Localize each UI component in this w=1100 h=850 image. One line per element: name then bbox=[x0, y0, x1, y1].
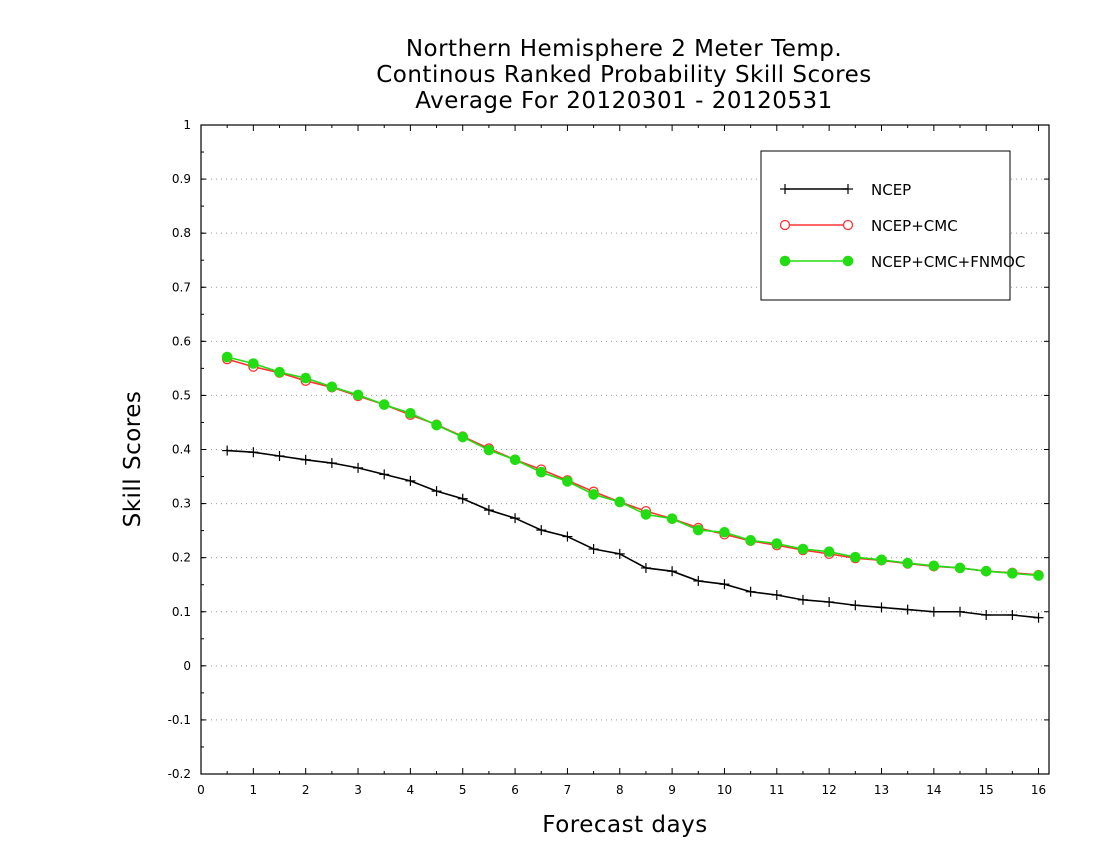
x-tick-label: 13 bbox=[874, 783, 889, 797]
x-axis: 0 1 2 3 4 5 6 7 8 9 10 11 12 13 14 15 16 bbox=[197, 125, 1046, 797]
x-tick-label: 5 bbox=[459, 783, 467, 797]
data-point-ncep-plus-cmc-plus-fnmoc bbox=[483, 444, 495, 456]
legend-item-ncep: NCEP bbox=[780, 181, 911, 199]
data-point-ncep-plus-cmc-plus-fnmoc bbox=[1033, 570, 1044, 581]
legend-marker bbox=[779, 255, 791, 267]
data-point-ncep-plus-cmc-plus-fnmoc bbox=[614, 496, 626, 508]
x-tick-label: 12 bbox=[822, 783, 837, 797]
series-group bbox=[221, 351, 1044, 623]
data-point-ncep-plus-cmc-plus-fnmoc bbox=[928, 560, 940, 572]
data-point-ncep-plus-cmc-plus-fnmoc bbox=[248, 358, 259, 369]
legend-marker bbox=[779, 219, 791, 231]
y-tick-label: 0.3 bbox=[172, 497, 191, 511]
data-point-ncep-plus-cmc-plus-fnmoc bbox=[771, 538, 783, 549]
y-axis-title: Skill Scores bbox=[120, 391, 146, 528]
legend-item-ncep-plus-cmc: NCEP+CMC bbox=[779, 217, 958, 235]
data-point-ncep-plus-cmc-plus-fnmoc bbox=[509, 454, 521, 466]
chart-title-line-2: Continous Ranked Probability Skill Score… bbox=[376, 62, 872, 88]
chart-title: Northern Hemisphere 2 Meter Temp. Contin… bbox=[0, 36, 1100, 114]
data-point-ncep-plus-cmc-plus-fnmoc bbox=[876, 554, 887, 566]
x-tick-label: 0 bbox=[197, 783, 205, 797]
data-point-ncep-plus-cmc-plus-fnmoc bbox=[980, 565, 992, 577]
x-tick-label: 3 bbox=[354, 783, 362, 797]
data-point-ncep-plus-cmc-plus-fnmoc bbox=[823, 546, 835, 558]
data-point-ncep-plus-cmc-plus-fnmoc bbox=[431, 419, 442, 431]
legend-label: NCEP bbox=[871, 181, 911, 199]
x-tick-label: 8 bbox=[616, 783, 624, 797]
data-point-ncep-plus-cmc-plus-fnmoc bbox=[352, 389, 364, 401]
data-point-ncep-plus-cmc-plus-fnmoc bbox=[326, 381, 338, 393]
data-point-ncep-plus-cmc-plus-fnmoc bbox=[221, 351, 233, 363]
x-tick-label: 16 bbox=[1031, 783, 1046, 797]
series-ncep-plus-cmc bbox=[222, 354, 1044, 581]
legend-item-ncep-plus-cmc-plus-fnmoc: NCEP+CMC+FNMOC bbox=[779, 253, 1025, 271]
data-point-ncep-plus-cmc-plus-fnmoc bbox=[274, 366, 285, 378]
legend-marker bbox=[842, 255, 854, 267]
x-tick-label: 15 bbox=[979, 783, 994, 797]
legend-marker bbox=[842, 219, 854, 231]
data-point-ncep-plus-cmc-plus-fnmoc bbox=[692, 524, 704, 536]
data-point-ncep-plus-cmc-plus-fnmoc bbox=[457, 431, 469, 443]
data-point-ncep-plus-cmc-plus-fnmoc bbox=[405, 407, 416, 419]
x-axis-title: Forecast days bbox=[542, 812, 707, 838]
x-tick-label: 2 bbox=[302, 783, 310, 797]
x-tick-label: 1 bbox=[250, 783, 258, 797]
y-tick-label: 0.9 bbox=[172, 172, 191, 186]
y-tick-label: 0.7 bbox=[172, 280, 191, 294]
data-point-ncep-plus-cmc-plus-fnmoc bbox=[666, 513, 678, 525]
x-tick-label: 10 bbox=[717, 783, 732, 797]
legend-label: NCEP+CMC bbox=[871, 217, 958, 235]
plot-frame bbox=[200, 124, 1050, 775]
data-point-ncep-plus-cmc-plus-fnmoc bbox=[535, 466, 547, 478]
series-ncep bbox=[222, 445, 1044, 623]
legend: NCEP NCEP+CMC NCEP+CMC+FNMOC bbox=[760, 150, 1025, 301]
y-tick-label: 0.2 bbox=[172, 551, 191, 565]
data-point-ncep-plus-cmc-plus-fnmoc bbox=[640, 509, 652, 520]
legend-label: NCEP+CMC+FNMOC bbox=[871, 253, 1025, 271]
x-tick-label: 14 bbox=[926, 783, 941, 797]
data-point-ncep-plus-cmc-plus-fnmoc bbox=[1007, 568, 1018, 579]
data-point-ncep-plus-cmc-plus-fnmoc bbox=[562, 476, 573, 487]
data-point-ncep-plus-cmc-plus-fnmoc bbox=[954, 562, 966, 574]
data-point-ncep-plus-cmc-plus-fnmoc bbox=[797, 543, 809, 555]
x-tick-label: 4 bbox=[407, 783, 415, 797]
y-tick-label: -0.1 bbox=[168, 713, 191, 727]
x-tick-label: 7 bbox=[564, 783, 572, 797]
y-tick-label: 0.8 bbox=[172, 226, 191, 240]
y-tick-label: -0.2 bbox=[168, 767, 191, 781]
x-tick-label: 11 bbox=[769, 783, 784, 797]
data-point-ncep-plus-cmc-plus-fnmoc bbox=[588, 489, 599, 500]
y-tick-label: 0.5 bbox=[172, 388, 191, 402]
y-tick-label: 0.4 bbox=[172, 443, 191, 457]
chart-title-line-1: Northern Hemisphere 2 Meter Temp. bbox=[405, 36, 843, 62]
data-point-ncep-plus-cmc-plus-fnmoc bbox=[850, 551, 861, 563]
series-line-ncep bbox=[227, 449, 1039, 619]
data-point-ncep-plus-cmc-plus-fnmoc bbox=[745, 535, 756, 546]
data-point-ncep-plus-cmc-plus-fnmoc bbox=[300, 372, 311, 384]
chart-title-line-3: Average For 20120301 - 20120531 bbox=[415, 88, 833, 114]
y-tick-label: 0.6 bbox=[172, 334, 191, 348]
series-ncep-plus-cmc-plus-fnmoc bbox=[221, 351, 1044, 581]
y-tick-label: 0 bbox=[183, 659, 191, 673]
data-point-ncep-plus-cmc-plus-fnmoc bbox=[902, 557, 913, 569]
y-axis: 1 0.9 0.8 0.7 0.6 0.5 0.4 0.3 0.2 0.1 0 -0.1 -0.2 bbox=[168, 118, 1049, 781]
data-point-ncep-plus-cmc-plus-fnmoc bbox=[378, 399, 390, 410]
y-tick-label: 0.1 bbox=[172, 605, 191, 619]
x-tick-label: 6 bbox=[511, 783, 519, 797]
y-tick-label: 1 bbox=[183, 118, 191, 132]
data-point-ncep-plus-cmc-plus-fnmoc bbox=[719, 526, 730, 538]
x-tick-label: 9 bbox=[668, 783, 676, 797]
